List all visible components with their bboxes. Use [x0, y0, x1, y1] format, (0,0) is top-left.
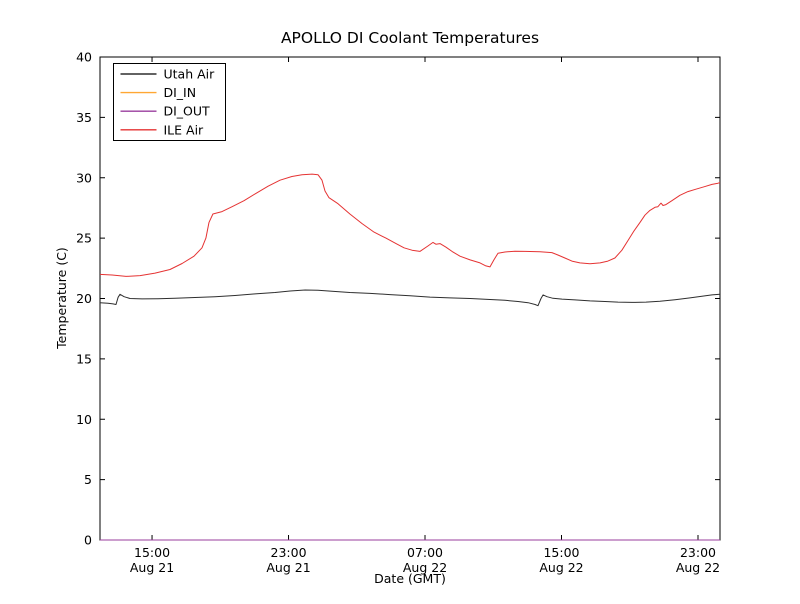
y-tick-label: 25 — [76, 231, 92, 246]
y-tick-label: 35 — [76, 110, 92, 125]
x-tick-label-time: 23:00 — [680, 545, 716, 560]
x-tick-label-date: Aug 22 — [539, 560, 583, 575]
legend-label-ile-air: ILE Air — [164, 122, 205, 137]
x-tick-label-date: Aug 21 — [130, 560, 174, 575]
x-tick-label-time: 07:00 — [407, 545, 443, 560]
x-tick-label-time: 15:00 — [134, 545, 170, 560]
legend-label-utah-air: Utah Air — [164, 67, 216, 82]
y-tick-label: 30 — [76, 170, 92, 185]
series-ile-air — [99, 173, 721, 277]
legend-box — [113, 63, 226, 141]
y-tick-label: 20 — [76, 291, 92, 306]
y-tick-label: 10 — [76, 412, 92, 427]
y-tick-label: 40 — [76, 50, 92, 65]
y-axis-label: Temperature (C) — [54, 247, 69, 350]
x-axis-label: Date (GMT) — [374, 571, 446, 586]
x-tick-label-time: 15:00 — [543, 545, 579, 560]
x-tick-label-date: Aug 21 — [266, 560, 310, 575]
y-tick-label: 0 — [84, 533, 92, 548]
y-tick-label: 5 — [84, 472, 92, 487]
y-tick-label: 15 — [76, 351, 92, 366]
legend-label-di-in: DI_IN — [164, 85, 197, 100]
x-tick-label-time: 23:00 — [271, 545, 307, 560]
x-tick-label-date: Aug 22 — [403, 560, 447, 575]
chart-title: APOLLO DI Coolant Temperatures — [281, 29, 539, 47]
x-tick-label-date: Aug 22 — [676, 560, 720, 575]
legend-label-di-out: DI_OUT — [164, 104, 211, 119]
legend: Utah Air DI_IN DI_OUT ILE Air — [113, 63, 226, 141]
series-utah-air — [99, 289, 721, 307]
